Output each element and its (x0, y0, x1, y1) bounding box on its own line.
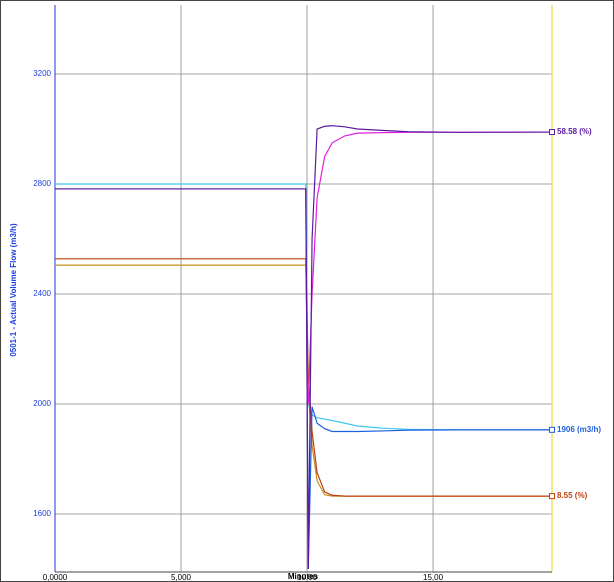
end-label: 58.58 (%) (557, 127, 592, 136)
end-marker (549, 129, 555, 136)
end-label: 8.55 (%) (557, 491, 588, 500)
y-axis-label: 0501-1 - Actual Volume Flow (m3/h) (9, 223, 18, 357)
end-label: 1906 (m3/h) (557, 425, 601, 434)
y-tick-label: 2000 (33, 399, 51, 408)
x-tick-label: 5,000 (171, 573, 192, 582)
y-tick-label: 2400 (33, 289, 51, 298)
x-axis-label: Minutes (288, 572, 319, 581)
end-marker (549, 426, 555, 433)
end-marker (549, 493, 555, 500)
x-tick-label: 15,00 (423, 573, 444, 582)
y-tick-label: 3200 (33, 69, 51, 78)
y-tick-label: 2800 (33, 179, 51, 188)
series-line (55, 183, 552, 431)
series-line (55, 125, 553, 569)
x-tick-label: 10,00 (297, 573, 318, 582)
x-tick-label: 0,0000 (43, 573, 68, 582)
y-tick-label: 1600 (33, 509, 51, 518)
series-line (55, 258, 552, 497)
